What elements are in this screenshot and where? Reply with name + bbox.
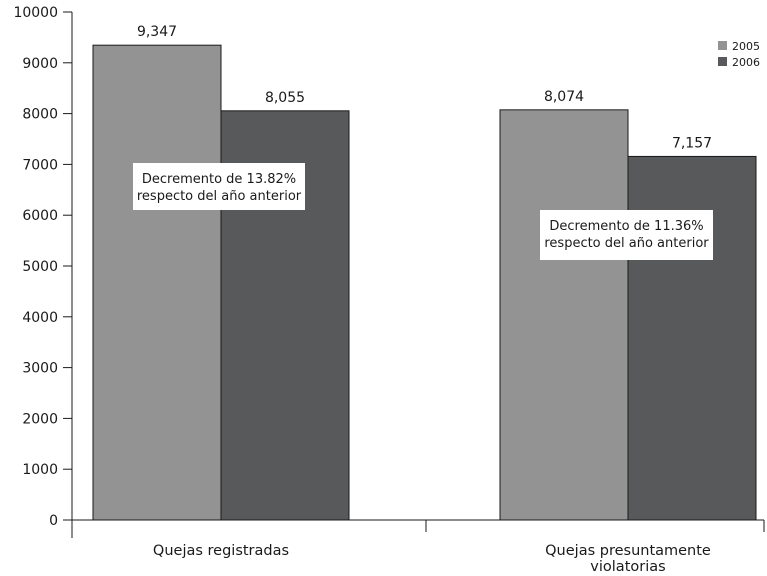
legend-item-2005: 2005 (718, 40, 760, 53)
legend-label: 2005 (732, 40, 760, 53)
annotation-box: Decremento de 11.36% respecto del año ant… (540, 210, 713, 260)
x-tick-label: Quejas registradas (153, 543, 289, 559)
legend-item-2006: 2006 (718, 56, 760, 69)
y-tick-label: 7000 (22, 157, 58, 173)
y-axis: 0 1000 2000 3000 4000 5000 6000 7000 8000 9000 100… (13, 5, 73, 538)
y-tick-label: 1000 (22, 462, 58, 478)
y-tick-label: 4000 (22, 310, 58, 326)
y-tick-label: 5000 (22, 259, 58, 275)
annotation-background (540, 210, 713, 260)
y-tick-label: 8000 (22, 107, 58, 123)
x-tick-label: Quejas presuntamente violatorias (545, 543, 711, 575)
y-tick-label: 0 (49, 513, 58, 529)
bar-2005-2 (499, 109, 629, 521)
y-tick-label: 10000 (13, 5, 58, 21)
y-tick-label: 3000 (22, 361, 58, 377)
y-tick-label: 9000 (22, 56, 58, 72)
annotation-background (133, 163, 305, 210)
value-labels: 9,347 8,055 8,074 7,157 (137, 24, 712, 151)
annotations: Decremento de 13.82% respecto del año ant… (133, 163, 713, 260)
legend-label: 2006 (732, 56, 760, 69)
annotation-text: Decremento de 11.36% respecto del año ant… (544, 219, 709, 251)
annotation-box: Decremento de 13.82% respecto del año ant… (133, 163, 305, 210)
y-tick-label: 2000 (22, 411, 58, 427)
bars (92, 44, 757, 521)
y-tick-label: 6000 (22, 208, 58, 224)
data-label: 8,074 (544, 89, 584, 105)
data-label: 7,157 (672, 135, 712, 151)
legend-swatch (718, 57, 727, 66)
data-label: 9,347 (137, 24, 177, 40)
legend-swatch (718, 41, 727, 50)
bar-2005-1 (92, 44, 222, 521)
annotation-text: Decremento de 13.82% respecto del año ant… (137, 172, 302, 204)
data-label: 8,055 (265, 90, 305, 106)
legend: 2005 2006 (718, 40, 760, 69)
x-axis: Quejas registradas Quejas presuntamente vi… (72, 519, 765, 575)
